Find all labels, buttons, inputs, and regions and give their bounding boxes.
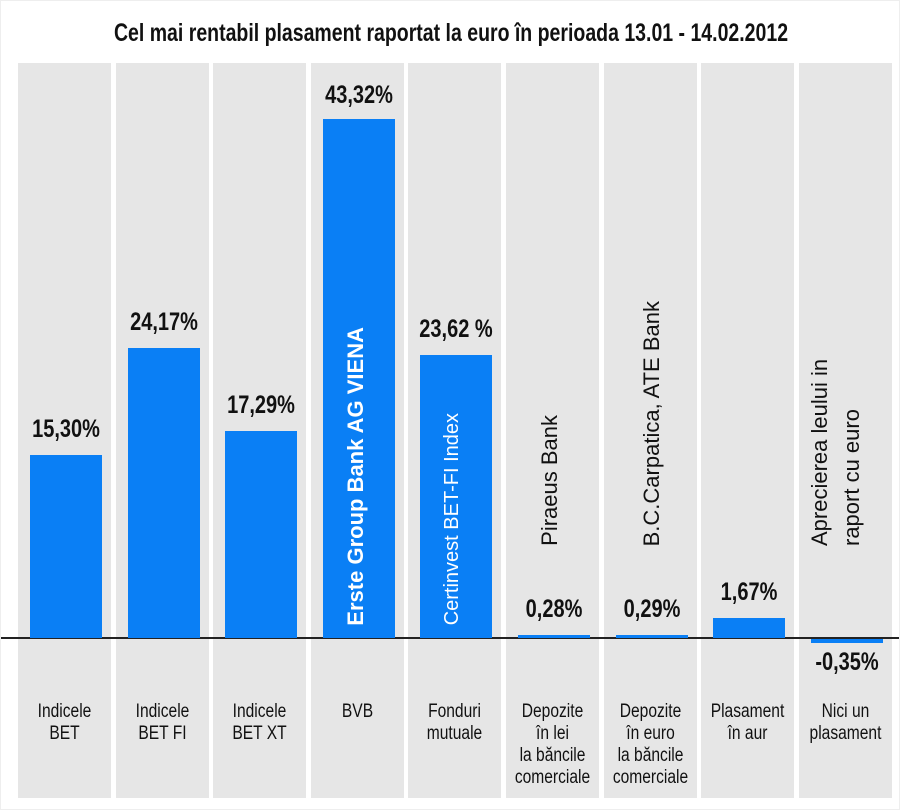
- category-label-line: BET XT: [232, 723, 287, 744]
- data-label: 43,32%: [324, 81, 393, 109]
- bar: [127, 348, 200, 638]
- bar: [420, 355, 493, 638]
- category-label-line: Fonduri: [428, 701, 482, 722]
- column-bg: [603, 63, 697, 798]
- bar-annotation: Piraeus Bank: [537, 415, 562, 546]
- category-label-line: Depozite: [619, 701, 681, 722]
- column-bg: [18, 63, 111, 798]
- bar: [30, 454, 102, 638]
- category-label-line: la băncile: [617, 745, 684, 766]
- bar: [322, 119, 395, 638]
- data-label: 23,62 %: [419, 315, 494, 344]
- data-label: 1,67%: [720, 577, 778, 606]
- category-label-line: mutuale: [427, 723, 483, 744]
- data-label: 17,29%: [227, 390, 296, 419]
- data-label: 0,28%: [525, 594, 583, 623]
- column-bg: [798, 63, 892, 798]
- bar: [518, 634, 590, 638]
- x-axis-baseline: [1, 637, 899, 639]
- data-label: 24,17%: [129, 308, 198, 337]
- category-label-line: BVB: [341, 701, 373, 722]
- category-label: BVB: [319, 701, 395, 723]
- chart-title: Cel mai rentabil plasament raportat la e…: [113, 19, 789, 47]
- category-label-line: BET: [49, 723, 80, 744]
- bar-annotation: B.C.Carpatica, ATE Bank: [639, 300, 664, 546]
- category-label-line: Nici un: [821, 701, 870, 722]
- category-label-line: plasament: [809, 723, 882, 744]
- category-label-line: Indicele: [37, 701, 92, 722]
- category-label-line: în euro: [625, 723, 675, 744]
- column-bg: [213, 63, 307, 798]
- category-label: Depozite în lei la băncile comerciale: [514, 701, 590, 789]
- category-label: Plasament în aur: [710, 701, 786, 745]
- bar-annotation: Erste Group Bank AG VIENA: [343, 327, 368, 626]
- bar: [810, 639, 883, 644]
- bar-annotation: Aprecierea leului in raport cu euro: [807, 358, 864, 546]
- category-label: Indicele BET: [26, 701, 102, 745]
- category-label-line: comerciale: [514, 767, 591, 788]
- category-label: Nici un plasament: [807, 701, 883, 745]
- category-label: Indicele BET XT: [222, 701, 298, 745]
- category-label-line: BET FI: [137, 723, 187, 744]
- bar: [225, 430, 298, 638]
- category-label-line: la băncile: [519, 745, 586, 766]
- category-label-line: Indicele: [232, 701, 287, 722]
- category-label-line: Indicele: [135, 701, 189, 722]
- column-bg: [701, 63, 795, 798]
- category-label: Fonduri mutuale: [417, 701, 493, 745]
- category-label-line: comerciale: [612, 767, 688, 788]
- bar: [615, 634, 688, 638]
- category-label-line: Plasament: [710, 701, 785, 722]
- data-label: -0,35%: [815, 648, 879, 676]
- category-label: Depozite în euro la băncile comerciale: [612, 701, 688, 789]
- category-label-line: Depozite: [521, 701, 584, 722]
- category-label-line: în aur: [727, 723, 768, 744]
- bar-annotation: Certinvest BET-FI Index: [441, 412, 463, 625]
- column-bg: [506, 63, 599, 798]
- category-label: Indicele BET FI: [124, 701, 200, 745]
- data-label: 15,30%: [32, 414, 100, 443]
- data-label: 0,29%: [623, 594, 680, 623]
- bar: [713, 617, 786, 638]
- category-label-line: în lei: [536, 723, 569, 744]
